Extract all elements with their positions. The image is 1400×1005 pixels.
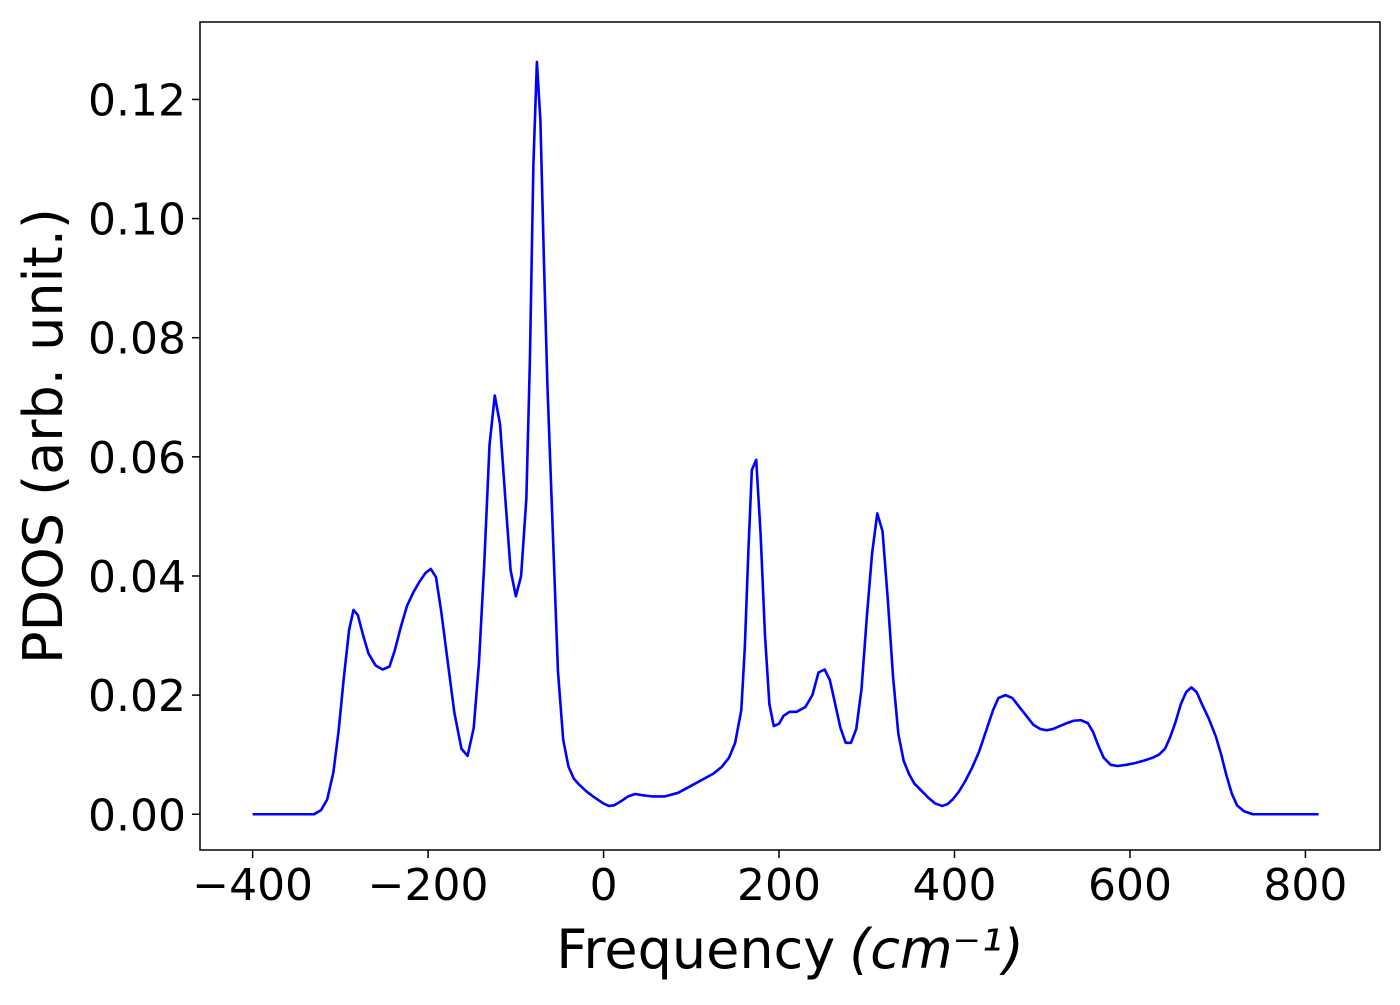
x-axis-title-text: Frequency [556, 918, 835, 981]
x-tick-label: 0 [590, 860, 618, 911]
y-tick-label: 0.08 [88, 314, 186, 365]
x-tick-label: −200 [368, 860, 489, 911]
x-axis-unit: (cm⁻¹) [849, 918, 1024, 981]
x-tick-label: 200 [737, 860, 821, 911]
series-layer [252, 60, 1319, 816]
plot-area: −400 −200 0 200 400 600 800 0.000.020.040.060.… [88, 21, 1381, 911]
y-tick-label: 0.04 [88, 552, 186, 603]
y-tick-label: 0.12 [88, 75, 186, 126]
y-tick-label: 0.00 [88, 790, 186, 841]
y-tick-label: 0.06 [88, 433, 186, 484]
x-tick-label: 400 [913, 860, 997, 911]
axes-frame [199, 21, 1381, 851]
x-axis-title: Frequency (cm⁻¹) [556, 918, 1024, 981]
x-tick-label: −400 [192, 860, 313, 911]
x-axis-ticks: −400 −200 0 200 400 600 800 [192, 850, 1347, 911]
y-tick-label: 0.02 [88, 671, 186, 722]
series-line-0 [252, 60, 1319, 816]
y-tick-label: 0.10 [88, 195, 186, 246]
y-axis-ticks: 0.00 0.02 0.04 0.06 0.08 0.10 0.12 [88, 75, 200, 841]
x-tick-label: 800 [1263, 860, 1347, 911]
y-axis-title: PDOS (arb. unit.) [12, 208, 75, 664]
x-tick-label: 600 [1088, 860, 1172, 911]
